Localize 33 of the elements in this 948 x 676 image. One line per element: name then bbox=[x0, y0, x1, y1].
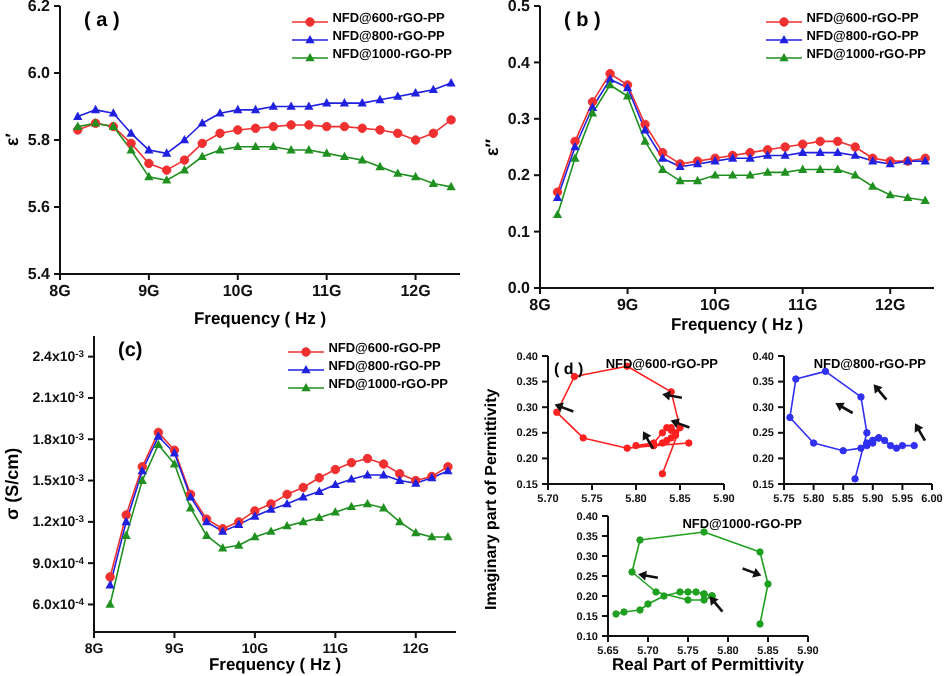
y-tick-label: 5.8 bbox=[27, 131, 52, 150]
y-tick-label: 5.6 bbox=[27, 198, 52, 217]
annotation: ( a ) bbox=[84, 10, 120, 32]
annotation: ( b ) bbox=[564, 10, 601, 32]
x-axis-title: Frequency ( Hz ) bbox=[191, 308, 329, 328]
y-tick-label: 0.0 bbox=[507, 279, 532, 298]
annotation: (c) bbox=[118, 340, 143, 362]
x-axis-title: Frequency ( Hz ) bbox=[206, 654, 344, 674]
y-axis-title: σ (S/cm) bbox=[2, 445, 24, 525]
y-axis-title: ε′ bbox=[2, 131, 24, 151]
x-tick-label: 9G bbox=[616, 296, 639, 314]
x-tick-label: 11G bbox=[311, 282, 342, 300]
y-tick-label: 0.4 bbox=[507, 53, 532, 72]
y-tick-label: 0.2 bbox=[507, 166, 532, 185]
y-axis-title: ε″ bbox=[482, 136, 504, 160]
x-axis-title: Real Part of Permittivity bbox=[610, 654, 806, 674]
y-axis-title: Imaginary part of Permittivity bbox=[482, 387, 502, 615]
x-tick-label: 11G bbox=[787, 296, 818, 314]
x-tick-label: 8G bbox=[49, 282, 71, 300]
y-tick-label: 6.0 bbox=[27, 64, 52, 83]
x-tick-label: 9G bbox=[138, 282, 160, 300]
y-tick-label: 0.1 bbox=[507, 222, 532, 241]
y-tick-label: 0.3 bbox=[507, 109, 532, 128]
y-tick-label: 5.4 bbox=[27, 265, 52, 284]
x-tick-label: 8G bbox=[529, 296, 551, 314]
x-tick-label: 12G bbox=[875, 296, 906, 314]
x-tick-label: 10G bbox=[222, 282, 253, 300]
x-tick-label: 12G bbox=[400, 282, 431, 300]
y-tick-label: 0.5 bbox=[507, 0, 532, 16]
y-tick-label: 6.2 bbox=[27, 0, 52, 16]
x-axis-title: Frequency ( Hz ) bbox=[668, 314, 806, 334]
annotation: ( d ) bbox=[554, 360, 584, 378]
x-tick-label: 10G bbox=[699, 296, 731, 314]
